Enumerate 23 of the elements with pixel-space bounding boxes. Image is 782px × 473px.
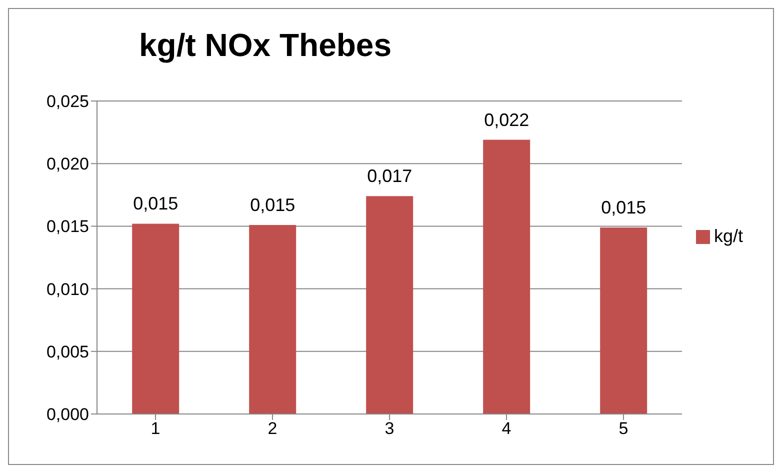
x-tick-label: 2 bbox=[268, 419, 278, 438]
y-tick-label: 0,025 bbox=[46, 92, 89, 112]
data-label: 0,017 bbox=[367, 166, 412, 186]
y-tick-label: 0,010 bbox=[46, 280, 89, 299]
bar bbox=[483, 140, 530, 414]
x-tick-label: 3 bbox=[384, 419, 394, 438]
bar bbox=[600, 227, 648, 414]
y-tick-label: 0,015 bbox=[46, 217, 89, 236]
bar bbox=[249, 224, 296, 414]
bar bbox=[132, 224, 180, 414]
data-label: 0,022 bbox=[484, 110, 530, 130]
y-tick-label: 0,000 bbox=[46, 405, 89, 424]
x-tick-label: 1 bbox=[150, 419, 160, 438]
x-tick-label: 4 bbox=[502, 419, 512, 438]
data-label: 0,015 bbox=[601, 197, 646, 218]
y-tick-label: 0,005 bbox=[46, 342, 89, 362]
chart-title: kg/t NOx Thebes bbox=[139, 27, 392, 64]
legend-label: kg/t bbox=[714, 226, 743, 246]
y-tick-label: 0,020 bbox=[46, 154, 89, 174]
x-tick-label: 5 bbox=[618, 419, 628, 438]
bar bbox=[366, 196, 414, 414]
data-label: 0,015 bbox=[133, 194, 178, 214]
data-label: 0,015 bbox=[250, 194, 296, 215]
